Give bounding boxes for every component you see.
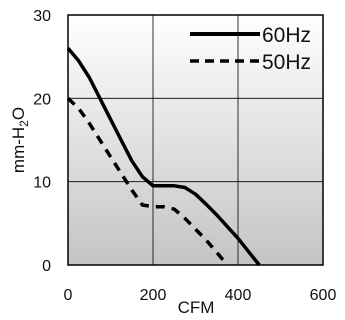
plot-frame	[67, 14, 324, 266]
x-axis-label: CFM	[178, 298, 215, 317]
y-tick-label: 20	[33, 91, 51, 108]
x-tick-label: 400	[225, 287, 252, 304]
plot-background	[68, 15, 323, 265]
series-lines	[66, 47, 261, 267]
series-line-60hz	[66, 47, 261, 267]
x-tick-label: 0	[64, 287, 73, 304]
y-tick-label: 10	[33, 175, 51, 192]
y-tick-label: 30	[33, 8, 51, 25]
y-axis-label: mm-H2O	[9, 107, 31, 173]
x-tick-label: 200	[140, 287, 167, 304]
x-tick-label: 600	[310, 287, 337, 304]
y-tick-label: 0	[42, 258, 51, 275]
tick-labels: 0 200 400 600 0 10 20 30	[33, 8, 336, 304]
series-line-50hz	[66, 97, 229, 267]
legend-label-50hz: 50Hz	[262, 51, 311, 74]
grid-lines	[68, 15, 323, 265]
legend: 60Hz 50Hz	[190, 24, 311, 74]
legend-label-60hz: 60Hz	[262, 24, 311, 47]
